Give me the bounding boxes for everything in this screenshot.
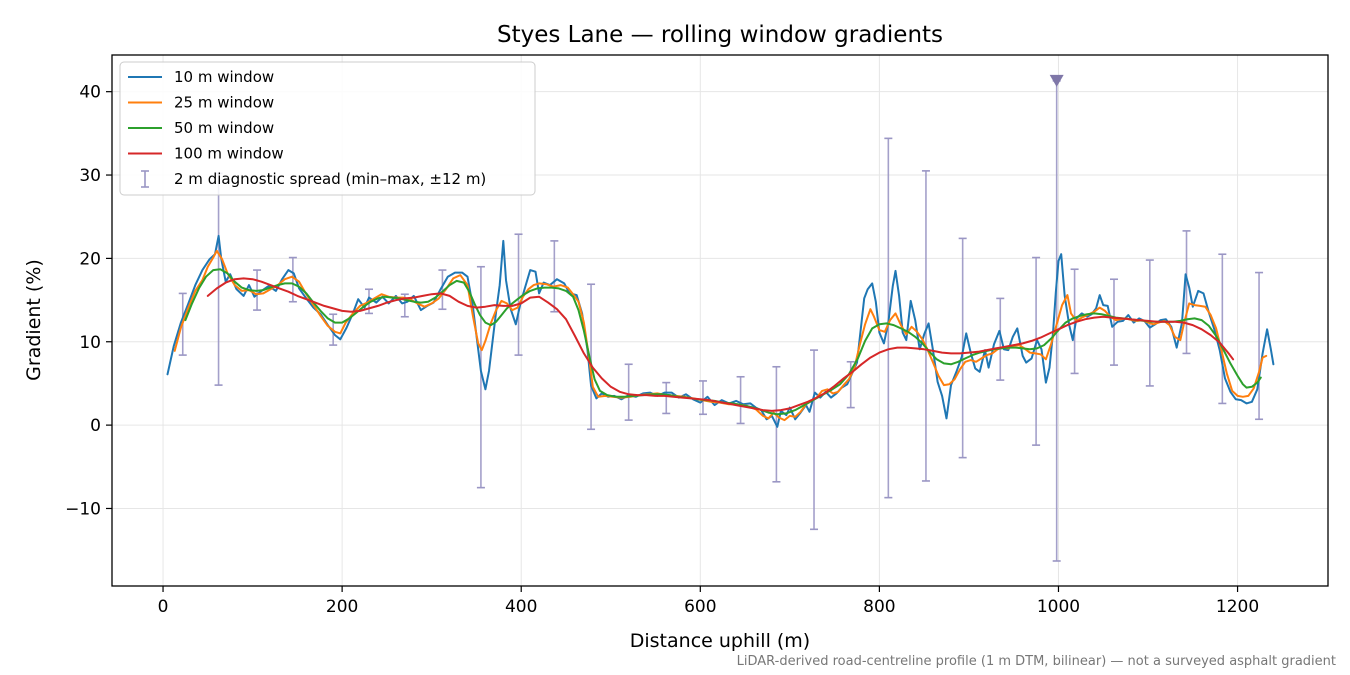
error-bar xyxy=(921,170,930,482)
chart-title: Styes Lane — rolling window gradients xyxy=(497,22,943,48)
clipped-spread-marker xyxy=(1049,74,1064,87)
y-axis-ticks: −10 0 10 20 30 40 xyxy=(65,83,112,519)
x-tick-label: 0 xyxy=(158,597,169,617)
error-bar xyxy=(1032,256,1041,446)
error-bar xyxy=(1255,271,1264,421)
x-tick-label: 1000 xyxy=(1037,597,1080,617)
y-tick-label: 20 xyxy=(79,249,101,269)
error-bar xyxy=(810,349,819,531)
error-bar xyxy=(698,380,707,416)
y-axis-label: Gradient (%) xyxy=(23,259,45,381)
error-bar xyxy=(662,381,671,415)
error-bar xyxy=(1070,268,1079,375)
series-line xyxy=(206,277,1235,412)
x-axis-ticks: 0 200 400 600 800 1000 1200 xyxy=(158,586,1259,617)
x-tick-label: 600 xyxy=(684,597,716,617)
error-bar xyxy=(514,233,523,356)
series-lines xyxy=(166,234,1275,428)
legend-label: 50 m window xyxy=(174,119,274,137)
plot-frame xyxy=(111,54,1329,587)
legend-label: 100 m window xyxy=(174,145,284,163)
error-bar xyxy=(476,265,485,489)
error-bar xyxy=(1182,230,1191,355)
y-tick-label: 30 xyxy=(79,166,101,186)
x-tick-label: 1200 xyxy=(1216,597,1259,617)
y-tick-label: 0 xyxy=(90,416,101,436)
legend-label: 10 m window xyxy=(174,68,274,86)
y-tick-label: 40 xyxy=(79,83,101,103)
diagnostic-spread-bars xyxy=(178,74,1264,562)
x-tick-label: 200 xyxy=(326,597,358,617)
y-tick-label: −10 xyxy=(65,499,101,519)
legend-label: 25 m window xyxy=(174,94,274,112)
x-tick-label: 400 xyxy=(505,597,537,617)
error-bar xyxy=(1109,278,1118,366)
legend-box xyxy=(119,61,536,196)
error-bar xyxy=(550,240,559,313)
error-bar xyxy=(736,375,745,425)
error-bar xyxy=(438,269,447,311)
error-bar xyxy=(587,283,596,431)
legend: 10 m window 25 m window 50 m window 100 m w… xyxy=(119,61,536,196)
error-bar xyxy=(1218,253,1227,405)
x-tick-label: 800 xyxy=(863,597,895,617)
error-bar xyxy=(996,297,1005,381)
y-tick-label: 10 xyxy=(79,333,101,353)
profile-caption: LiDAR-derived road-centreline profile (1… xyxy=(737,654,1336,669)
legend-label: 2 m diagnostic spread (min–max, ±12 m) xyxy=(174,170,486,188)
error-bar xyxy=(624,363,633,421)
x-axis-label: Distance uphill (m) xyxy=(630,630,810,652)
